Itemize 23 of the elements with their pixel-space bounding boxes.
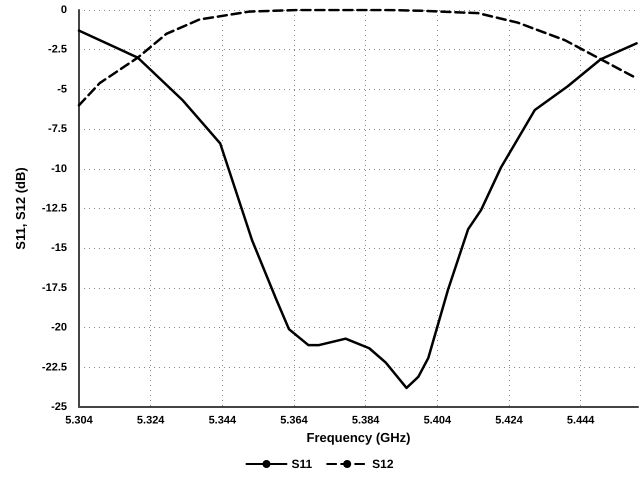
x-tick-label: 5.324 — [136, 414, 166, 426]
x-axis-title: Frequency (GHz) — [306, 430, 411, 445]
x-tick-label: 5.404 — [424, 414, 452, 426]
legend-label: S12 — [372, 457, 394, 471]
x-tick-label: 5.444 — [566, 414, 596, 426]
y-tick-label: -12.5 — [42, 202, 67, 214]
legend-label: S11 — [291, 457, 312, 471]
y-tick-label: -2.5 — [48, 44, 67, 56]
y-tick-label: -20 — [51, 322, 67, 334]
x-tick-label: 5.344 — [208, 414, 237, 426]
y-tick-label: -15 — [51, 242, 67, 254]
y-tick-label: -7.5 — [48, 123, 67, 136]
y-axis-title: S11, S12 (dB) — [13, 167, 28, 250]
y-tick-label: -22.5 — [42, 361, 67, 374]
x-tick-label: 5.304 — [65, 414, 94, 426]
x-tick-label: 5.364 — [280, 414, 309, 426]
y-tick-label: -10 — [51, 162, 67, 175]
x-tick-label: 5.424 — [495, 414, 524, 426]
x-tick-label: 5.384 — [352, 414, 380, 426]
y-tick-label: 0 — [60, 4, 67, 16]
y-tick-label: -5 — [57, 83, 67, 96]
y-tick-label: -17.5 — [42, 282, 67, 294]
y-tick-label: -25 — [51, 401, 67, 413]
